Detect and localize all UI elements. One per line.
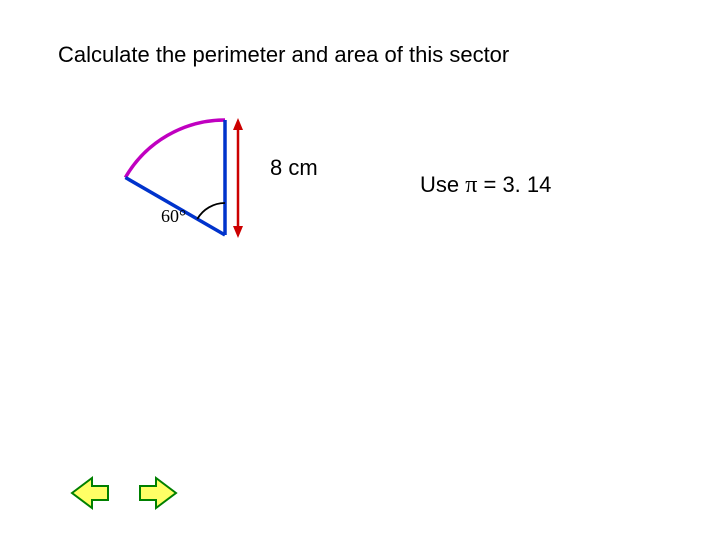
- page-title: Calculate the perimeter and area of this…: [58, 42, 509, 68]
- arrowhead-bottom: [233, 226, 243, 238]
- pi-prefix: Use: [420, 172, 465, 197]
- pi-value: = 3. 14: [477, 172, 551, 197]
- pi-symbol: π: [465, 172, 477, 198]
- arrowhead-top: [233, 118, 243, 130]
- pi-instruction: Use π = 3. 14: [420, 172, 551, 199]
- prev-button[interactable]: [70, 476, 110, 510]
- radius-label: 8 cm: [270, 155, 318, 181]
- sector-diagram: [105, 100, 275, 250]
- arrow-left-icon: [72, 478, 108, 508]
- nav-controls: [70, 476, 178, 510]
- angle-label: 60°: [161, 206, 186, 227]
- next-button[interactable]: [138, 476, 178, 510]
- angle-arc: [197, 203, 225, 219]
- arrow-right-icon: [140, 478, 176, 508]
- sector-arc: [125, 120, 225, 178]
